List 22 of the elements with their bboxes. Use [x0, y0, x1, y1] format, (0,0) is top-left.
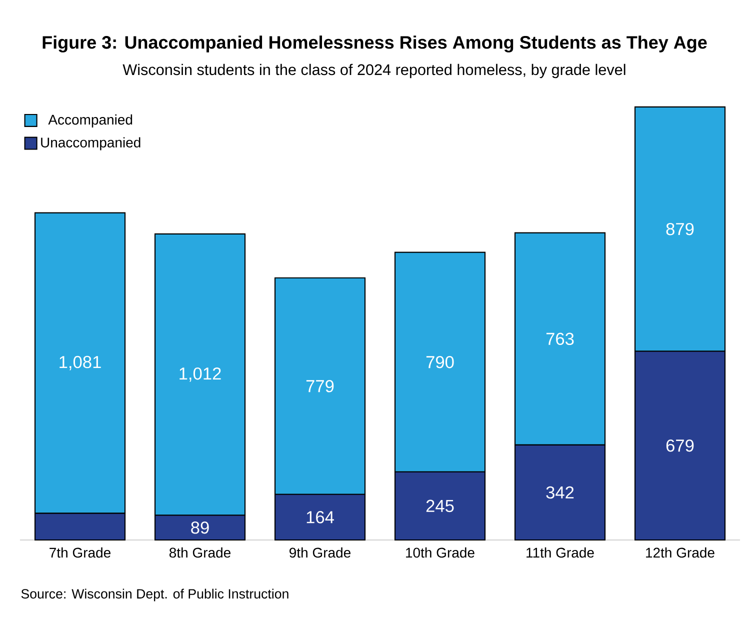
data-label: 89 — [191, 521, 209, 534]
data-label: 342 — [546, 486, 574, 499]
x-tick-label: 10th Grade — [406, 547, 474, 558]
x-tick-label: 8th Grade — [169, 547, 230, 558]
x-tick-label: 9th Grade — [290, 547, 350, 558]
source-note: Source: Wisconsin Dept. of Public Instruction — [21, 588, 288, 602]
x-tick-label: 12th Grade — [646, 547, 714, 558]
x-tick-label: 11th Grade — [526, 547, 594, 558]
legend-label: Unaccompanied — [41, 137, 140, 150]
data-label: 879 — [666, 222, 694, 236]
legend-label: Accompanied — [48, 114, 132, 128]
data-label: 1,081 — [60, 356, 101, 370]
chart-subtitle: Wisconsin students in the class of 2024 reported homeless, by grade level — [122, 64, 626, 78]
data-label: 1,012 — [180, 367, 221, 382]
data-label: 790 — [426, 356, 454, 368]
data-label: 763 — [546, 332, 574, 346]
data-label: 779 — [306, 380, 334, 392]
data-label: 164 — [306, 511, 334, 524]
data-label: 679 — [666, 439, 694, 452]
data-label: 245 — [426, 500, 454, 512]
chart-title: Figure 3: Unaccompanied Homelessness Rises Among Students as They Age — [42, 36, 707, 52]
x-tick-label: 7th Grade — [50, 547, 110, 558]
